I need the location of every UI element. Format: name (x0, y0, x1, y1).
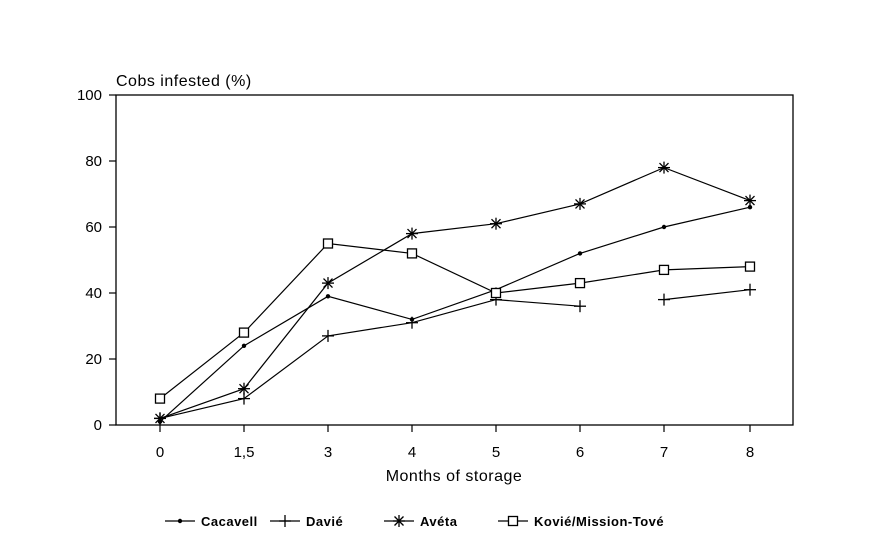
data-point (406, 248, 418, 259)
data-point (238, 382, 250, 395)
x-tick-label: 6 (576, 444, 584, 461)
legend-marker (393, 515, 405, 527)
x-tick-label: 8 (746, 444, 754, 461)
data-point (744, 261, 756, 272)
data-point (154, 412, 166, 425)
data-point (658, 264, 670, 276)
data-point (661, 224, 667, 230)
data-point (490, 217, 502, 230)
y-tick-label: 60 (85, 219, 102, 236)
x-tick-label: 7 (660, 444, 668, 461)
legend-item: Davié (270, 514, 343, 529)
series-line (159, 289, 751, 419)
data-point (744, 283, 756, 296)
legend-item: Avéta (384, 514, 458, 529)
legend-label: Avéta (420, 514, 458, 529)
y-axis: 0 20 40 60 80 100 (77, 87, 116, 434)
data-point (322, 277, 334, 290)
data-point (238, 327, 250, 338)
y-tick-label: 100 (77, 87, 102, 104)
x-axis: 0 1,5 3 4 5 6 7 8 (156, 425, 754, 461)
y-tick-label: 0 (94, 417, 102, 434)
legend-marker (507, 515, 519, 527)
data-point (574, 197, 586, 210)
x-tick-label: 4 (408, 444, 416, 461)
x-axis-title: Months of storage (386, 468, 523, 485)
series-layer (154, 161, 756, 425)
data-point (490, 287, 502, 299)
x-tick-label: 3 (324, 444, 332, 461)
data-point (406, 227, 418, 240)
legend: Cacavell Davié Avéta Kovié/Mission-Tové (165, 514, 664, 529)
data-point (574, 277, 586, 289)
x-tick-label: 5 (492, 444, 500, 461)
legend-label: Kovié/Mission-Tové (534, 514, 664, 529)
y-axis-title: Cobs infested (%) (116, 73, 252, 90)
x-tick-label: 1,5 (234, 444, 255, 461)
data-point (241, 343, 247, 348)
data-point (658, 161, 670, 174)
data-point (322, 238, 334, 249)
data-point (744, 194, 756, 207)
data-point (406, 316, 418, 329)
data-point (154, 393, 166, 404)
series-line (159, 242, 751, 400)
data-point (322, 329, 334, 342)
plot-area-frame (115, 94, 794, 426)
legend-item: Cacavell (165, 514, 258, 529)
legend-marker (279, 515, 291, 527)
y-tick-label: 20 (85, 351, 102, 368)
x-tick-label: 0 (156, 444, 164, 461)
legend-label: Davié (306, 514, 343, 529)
data-point (747, 205, 753, 210)
data-point (577, 251, 583, 256)
y-tick-label: 80 (85, 153, 102, 170)
data-point (325, 294, 331, 299)
y-tick-label: 40 (85, 285, 102, 302)
series-1 (154, 283, 756, 425)
series-line (159, 206, 751, 423)
legend-item: Kovié/Mission-Tové (498, 514, 664, 529)
data-point (658, 293, 670, 306)
series-3 (154, 238, 756, 404)
series-line (159, 166, 751, 419)
legend-label: Cacavell (201, 514, 258, 529)
series-2 (154, 161, 756, 425)
legend-marker (177, 518, 183, 524)
data-point (574, 300, 586, 313)
